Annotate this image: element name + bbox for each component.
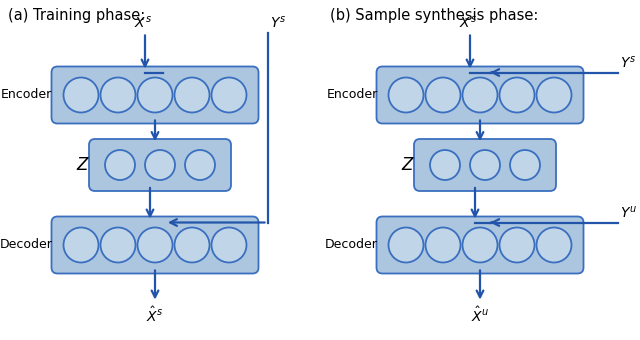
FancyBboxPatch shape	[376, 67, 584, 123]
Circle shape	[100, 227, 136, 262]
Circle shape	[430, 150, 460, 180]
Text: $Z$: $Z$	[76, 156, 90, 174]
Circle shape	[138, 78, 173, 113]
Text: Encoder: Encoder	[1, 88, 52, 102]
Text: Decoder: Decoder	[0, 238, 52, 252]
Circle shape	[470, 150, 500, 180]
Text: $X^s$: $X^s$	[134, 15, 152, 31]
Circle shape	[499, 227, 534, 262]
Circle shape	[388, 227, 424, 262]
Circle shape	[63, 227, 99, 262]
Circle shape	[145, 150, 175, 180]
Circle shape	[426, 78, 461, 113]
Circle shape	[426, 227, 461, 262]
Circle shape	[463, 227, 497, 262]
Circle shape	[211, 78, 246, 113]
Text: $\hat{X}^s$: $\hat{X}^s$	[147, 306, 164, 325]
Text: $\hat{X}^u$: $\hat{X}^u$	[471, 306, 489, 325]
Circle shape	[175, 227, 209, 262]
Circle shape	[175, 78, 209, 113]
FancyBboxPatch shape	[414, 139, 556, 191]
Circle shape	[185, 150, 215, 180]
Circle shape	[536, 227, 572, 262]
Text: $Y^s$: $Y^s$	[269, 15, 286, 31]
Text: Decoder: Decoder	[324, 238, 378, 252]
Circle shape	[138, 227, 173, 262]
Text: $X^s$: $X^s$	[459, 15, 477, 31]
Circle shape	[463, 78, 497, 113]
Circle shape	[536, 78, 572, 113]
Text: $Z$: $Z$	[401, 156, 415, 174]
Circle shape	[510, 150, 540, 180]
Circle shape	[105, 150, 135, 180]
FancyBboxPatch shape	[51, 217, 259, 273]
FancyBboxPatch shape	[89, 139, 231, 191]
Circle shape	[211, 227, 246, 262]
Text: (b) Sample synthesis phase:: (b) Sample synthesis phase:	[330, 8, 538, 23]
Text: $Y^s$: $Y^s$	[621, 54, 637, 70]
Circle shape	[63, 78, 99, 113]
Circle shape	[388, 78, 424, 113]
Circle shape	[100, 78, 136, 113]
FancyBboxPatch shape	[51, 67, 259, 123]
Text: $Y^u$: $Y^u$	[621, 204, 637, 221]
Text: (a) Training phase:: (a) Training phase:	[8, 8, 145, 23]
FancyBboxPatch shape	[376, 217, 584, 273]
Circle shape	[499, 78, 534, 113]
Text: Encoder: Encoder	[326, 88, 378, 102]
